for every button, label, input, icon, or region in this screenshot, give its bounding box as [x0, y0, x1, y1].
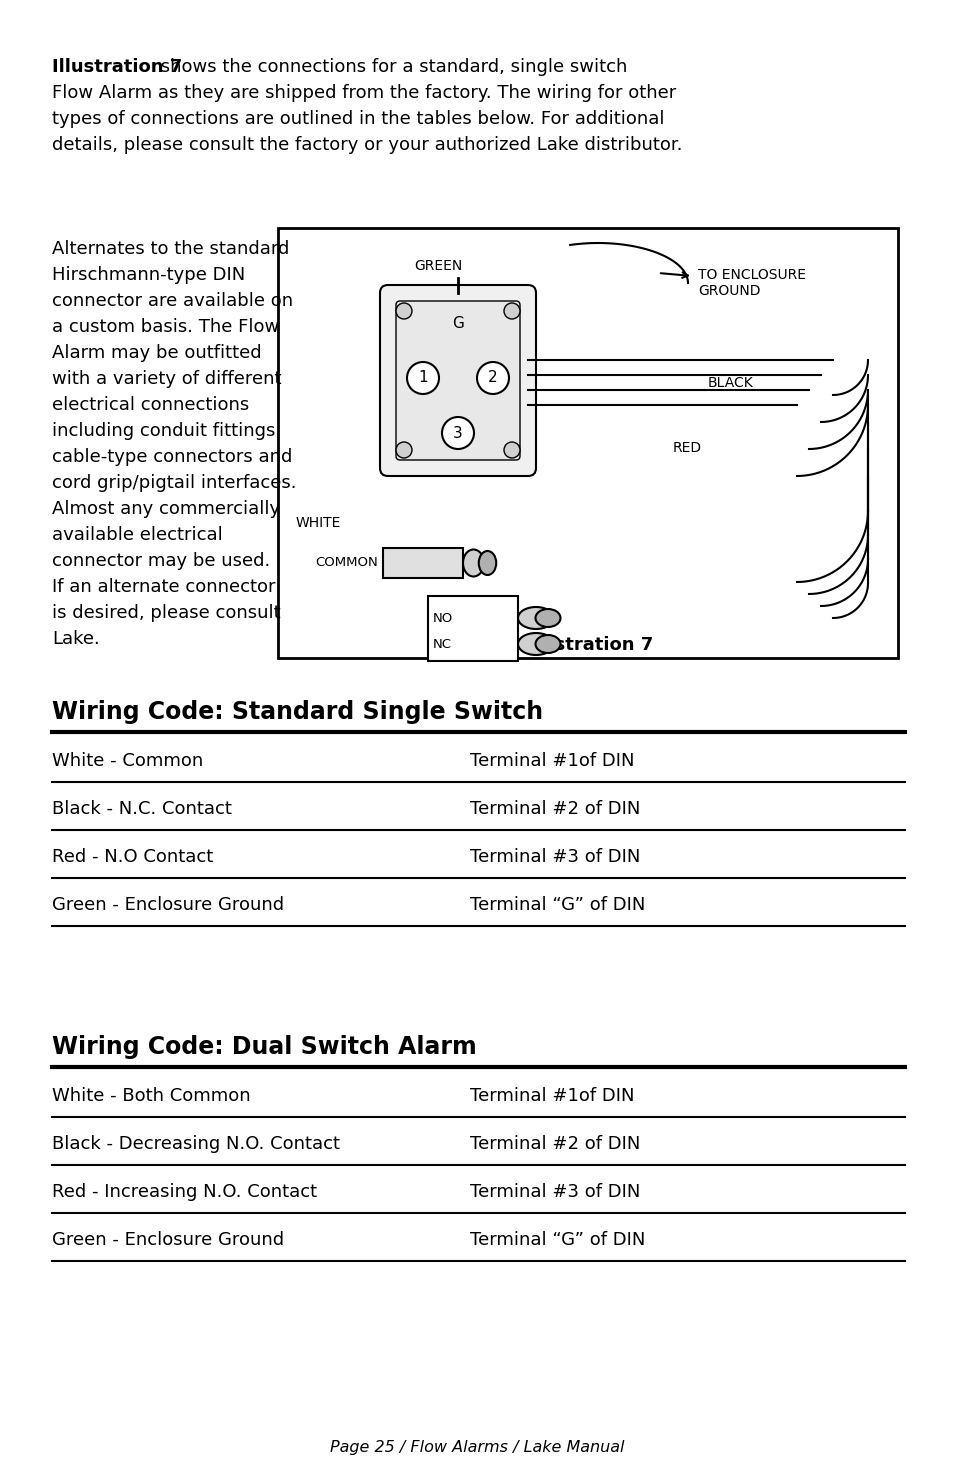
Text: Terminal #1of DIN: Terminal #1of DIN [470, 752, 634, 770]
Text: NO: NO [433, 612, 453, 624]
Text: Green - Enclosure Ground: Green - Enclosure Ground [52, 895, 284, 914]
Text: Illustration 7: Illustration 7 [52, 58, 182, 77]
Circle shape [407, 361, 438, 394]
Circle shape [441, 417, 474, 448]
Bar [482, 367, 502, 388]
FancyBboxPatch shape [395, 301, 519, 460]
Bar [448, 423, 468, 442]
Text: Black - Decreasing N.O. Contact: Black - Decreasing N.O. Contact [52, 1134, 339, 1153]
Text: connector are available on: connector are available on [52, 292, 293, 310]
Text: types of connections are outlined in the tables below. For additional: types of connections are outlined in the… [52, 111, 664, 128]
Text: Wiring Code: Standard Single Switch: Wiring Code: Standard Single Switch [52, 701, 542, 724]
Circle shape [395, 442, 412, 459]
Ellipse shape [535, 636, 560, 653]
Text: Almost any commercially: Almost any commercially [52, 500, 280, 518]
Ellipse shape [462, 550, 483, 577]
Ellipse shape [478, 552, 496, 575]
Text: G: G [452, 316, 463, 330]
Text: GREEN: GREEN [414, 260, 461, 273]
Text: BLACK: BLACK [707, 376, 753, 389]
Bar [277, 229, 897, 658]
Text: 2: 2 [488, 370, 497, 385]
Text: Terminal “G” of DIN: Terminal “G” of DIN [470, 895, 644, 914]
Text: Red - Increasing N.O. Contact: Red - Increasing N.O. Contact [52, 1183, 316, 1201]
Text: Green - Enclosure Ground: Green - Enclosure Ground [52, 1232, 284, 1249]
Text: Lake.: Lake. [52, 630, 100, 648]
Text: Wiring Code: Dual Switch Alarm: Wiring Code: Dual Switch Alarm [52, 1035, 476, 1059]
Text: 3: 3 [453, 425, 462, 441]
Text: Page 25 / Flow Alarms / Lake Manual: Page 25 / Flow Alarms / Lake Manual [330, 1440, 623, 1454]
Ellipse shape [517, 608, 554, 628]
Circle shape [503, 302, 519, 319]
Text: cord grip/pigtail interfaces.: cord grip/pigtail interfaces. [52, 473, 296, 493]
Text: Hirschmann-type DIN: Hirschmann-type DIN [52, 266, 245, 285]
Circle shape [503, 442, 519, 459]
Text: Alarm may be outfitted: Alarm may be outfitted [52, 344, 261, 361]
Ellipse shape [517, 633, 554, 655]
Text: Terminal #1of DIN: Terminal #1of DIN [470, 1087, 634, 1105]
FancyBboxPatch shape [379, 285, 536, 476]
Text: Terminal #2 of DIN: Terminal #2 of DIN [470, 1134, 639, 1153]
Text: connector may be used.: connector may be used. [52, 552, 270, 569]
Text: electrical connections: electrical connections [52, 395, 249, 414]
Circle shape [476, 361, 509, 394]
Text: White - Common: White - Common [52, 752, 203, 770]
Text: Black - N.C. Contact: Black - N.C. Contact [52, 799, 232, 819]
Text: Alternates to the standard: Alternates to the standard [52, 240, 289, 258]
Text: 1: 1 [417, 370, 427, 385]
Text: including conduit fittings,: including conduit fittings, [52, 422, 281, 440]
Text: If an alternate connector: If an alternate connector [52, 578, 275, 596]
Text: Terminal #3 of DIN: Terminal #3 of DIN [470, 848, 639, 866]
Text: Illustration 7: Illustration 7 [522, 636, 653, 653]
Text: RED: RED [672, 441, 701, 454]
Text: shows the connections for a standard, single switch: shows the connections for a standard, si… [154, 58, 627, 77]
Text: details, please consult the factory or your authorized Lake distributor.: details, please consult the factory or y… [52, 136, 681, 153]
Text: White - Both Common: White - Both Common [52, 1087, 251, 1105]
Text: is desired, please consult: is desired, please consult [52, 603, 280, 622]
Text: a custom basis. The Flow: a custom basis. The Flow [52, 319, 279, 336]
Text: Terminal #2 of DIN: Terminal #2 of DIN [470, 799, 639, 819]
Text: with a variety of different: with a variety of different [52, 370, 281, 388]
Text: COMMON: COMMON [314, 556, 377, 569]
Bar [413, 367, 433, 388]
Bar [428, 596, 517, 661]
Text: available electrical: available electrical [52, 527, 222, 544]
Text: Red - N.O Contact: Red - N.O Contact [52, 848, 213, 866]
Text: NC: NC [433, 637, 452, 650]
Text: TO ENCLOSURE
GROUND: TO ENCLOSURE GROUND [698, 268, 805, 298]
Text: cable-type connectors and: cable-type connectors and [52, 448, 292, 466]
Ellipse shape [535, 609, 560, 627]
Circle shape [395, 302, 412, 319]
Text: Flow Alarm as they are shipped from the factory. The wiring for other: Flow Alarm as they are shipped from the … [52, 84, 676, 102]
Text: WHITE: WHITE [295, 516, 341, 530]
Bar [382, 549, 462, 578]
Text: Terminal #3 of DIN: Terminal #3 of DIN [470, 1183, 639, 1201]
Text: Terminal “G” of DIN: Terminal “G” of DIN [470, 1232, 644, 1249]
